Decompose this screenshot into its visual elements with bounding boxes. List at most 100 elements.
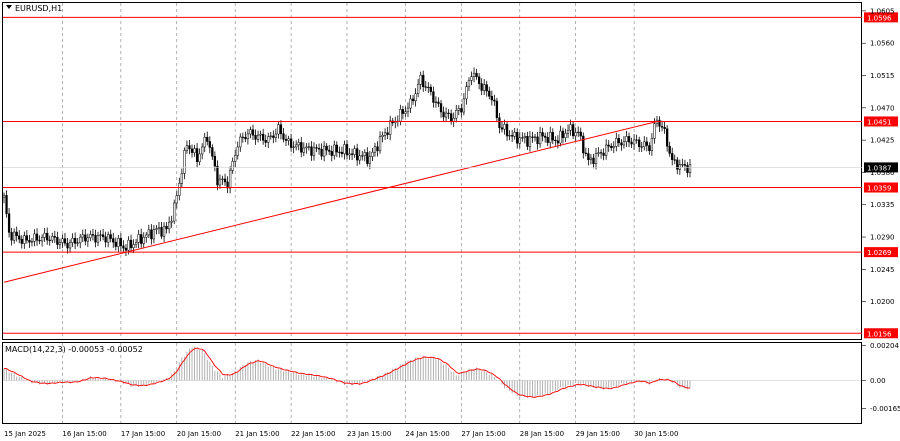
candle-body: [381, 135, 384, 137]
candle-body: [594, 153, 598, 164]
candle-body: [251, 129, 255, 136]
candle-body: [447, 112, 450, 114]
candle-body: [472, 72, 476, 77]
candle-body: [406, 107, 410, 113]
candle-body: [91, 234, 95, 236]
macd-y-tick-label: 0.00: [870, 377, 886, 385]
macd-panel-frame: [2, 342, 862, 424]
candle-body: [643, 141, 646, 147]
candle-body: [262, 133, 265, 141]
candle-body: [109, 234, 112, 239]
candle-body: [51, 236, 54, 241]
candle-body: [653, 123, 656, 139]
candle-body: [81, 234, 84, 238]
candle-body: [508, 135, 511, 137]
candle-body: [71, 237, 74, 243]
candle-body: [569, 124, 572, 131]
candle-body: [84, 234, 87, 242]
candle-body: [289, 138, 293, 148]
candle-body: [480, 83, 483, 91]
candle-body: [236, 146, 239, 156]
candle-body: [490, 96, 493, 101]
x-tick-label: 15 Jan 2025: [4, 430, 46, 438]
candle-body: [142, 236, 145, 244]
candle-body: [277, 124, 280, 135]
candle-body: [223, 178, 227, 183]
candle-body: [462, 98, 466, 113]
candle-body: [58, 242, 62, 245]
candle-body: [483, 84, 486, 91]
candle-body: [439, 103, 443, 113]
candle-body: [86, 237, 89, 242]
candle-body: [38, 239, 41, 242]
candle-body: [404, 111, 407, 114]
candle-body: [538, 132, 542, 145]
level-price-label: 1.0451: [867, 118, 892, 126]
axes-layer: 15 Jan 2025 16 Jan 15:00 17 Jan 15:00 20 Ja…: [4, 7, 900, 438]
candle-body: [302, 147, 305, 153]
candle-body: [127, 239, 130, 251]
candle-body: [320, 148, 323, 157]
candle-body: [162, 225, 166, 237]
candle-body: [134, 242, 138, 245]
candle-body: [241, 136, 244, 138]
candle-body: [295, 144, 298, 148]
x-tick-label: 17 Jan 15:00: [121, 430, 165, 438]
candle-body: [368, 156, 372, 164]
candle-body: [378, 136, 382, 152]
candle-body: [566, 129, 570, 134]
macd-layer: [3, 346, 861, 399]
candle-body: [625, 136, 628, 142]
candle-body: [561, 130, 565, 139]
price-panel-frame: [2, 2, 862, 340]
candle-body: [577, 131, 580, 133]
candle-body: [632, 139, 636, 145]
level-price-tag: [864, 182, 898, 193]
candle-body: [129, 239, 133, 248]
candle-body: [10, 232, 13, 241]
candle-body: [571, 124, 575, 137]
candle-body: [216, 165, 219, 186]
candle-body: [272, 135, 275, 138]
y-tick-label: 1.0425: [870, 137, 895, 145]
levels-layer: 1.0596 1.0451 1.0359 1.0269 1.0156 1.0387: [3, 12, 898, 339]
candle-body: [587, 153, 590, 161]
candle-body: [30, 241, 34, 243]
candle-body: [264, 140, 267, 143]
y-tick-label: 1.0560: [870, 40, 895, 48]
level-price-tag: [864, 116, 898, 127]
candle-body: [605, 144, 608, 156]
candle-body: [424, 86, 427, 88]
candle-body: [267, 136, 270, 143]
y-tick-label: 1.0605: [870, 7, 895, 15]
candle-body: [211, 147, 214, 157]
candle-body: [485, 84, 488, 92]
candle-body: [665, 128, 669, 147]
candle-body: [386, 132, 389, 135]
candle-body: [132, 244, 135, 248]
candle-body: [663, 127, 666, 130]
candle-body: [99, 234, 102, 236]
candle-body: [516, 132, 519, 144]
candle-body: [40, 237, 44, 242]
candle-body: [533, 136, 537, 138]
candle-body: [676, 159, 679, 170]
candle-body: [371, 151, 374, 157]
x-tick-label: 30 Jan 15:00: [634, 430, 678, 438]
symbol-label[interactable]: EURUSD,H1: [15, 4, 62, 13]
candle-body: [559, 130, 562, 144]
x-tick-label: 20 Jan 15:00: [177, 430, 221, 438]
candle-body: [35, 233, 39, 241]
x-tick-label: 28 Jan 15:00: [520, 430, 564, 438]
candle-body: [678, 164, 681, 170]
candle-body: [94, 234, 97, 243]
candle-body: [173, 202, 176, 222]
candle-body: [185, 145, 189, 151]
level-price-label: 1.0156: [867, 330, 892, 338]
candle-body: [239, 136, 242, 148]
current-price-label: 1.0387: [867, 164, 892, 172]
dropdown-triangle-icon[interactable]: [6, 5, 12, 9]
candle-body: [348, 153, 351, 156]
candle-body: [683, 164, 687, 166]
candle-body: [615, 138, 618, 147]
